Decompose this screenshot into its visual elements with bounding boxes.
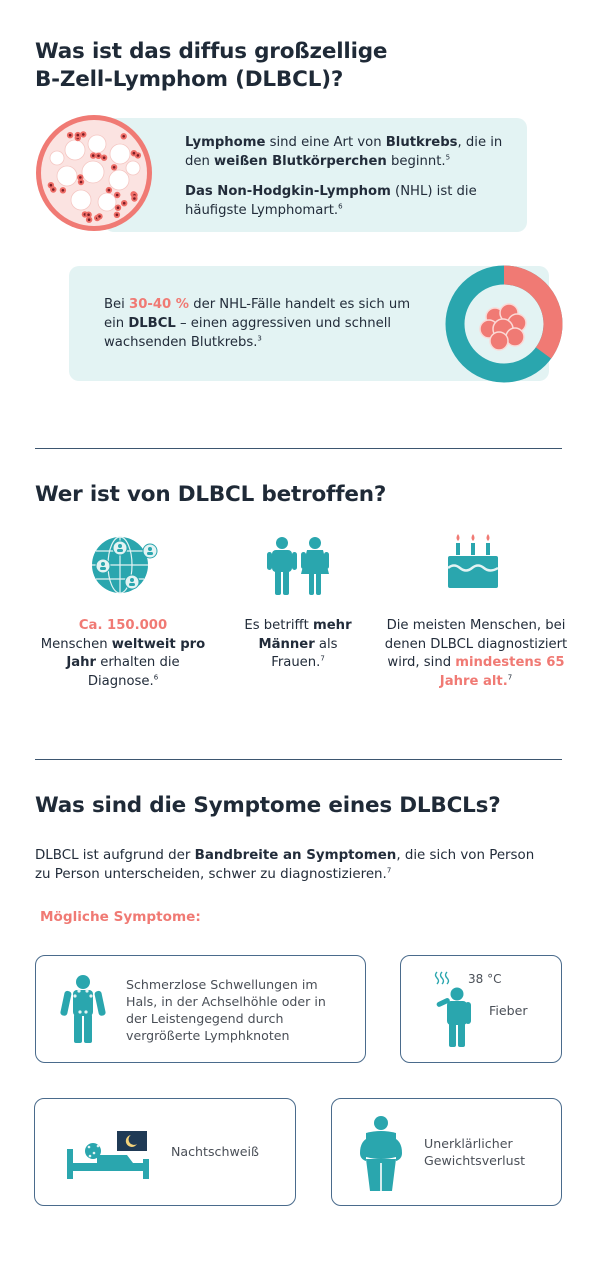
tumor-cells-icon	[479, 303, 527, 351]
incidence-bold: weltweit pro Jahr	[66, 636, 206, 671]
text-part: Bei	[104, 297, 130, 312]
text-part: Menschen	[40, 636, 112, 652]
stat-age: Die meisten Menschen, bei denen DLBCL di…	[382, 617, 570, 691]
text-part: als Frauen.	[271, 636, 338, 671]
text-part: sind eine Art von	[265, 135, 386, 150]
section1-title-line2: B-Zell-Lymphom (DLBCL)?	[35, 67, 344, 92]
footnote-ref: 7	[320, 654, 325, 663]
section1-title-line1: Was ist das diffus großzellige	[35, 39, 388, 64]
weight-loss-icon	[360, 1116, 402, 1191]
text-part: Es betrifft	[244, 618, 313, 633]
gender-bold: mehr Männer	[258, 618, 352, 652]
footnote-ref: 5	[445, 153, 451, 162]
divider-1	[35, 448, 562, 449]
text-part: – einen aggressiven und schnell wachsend…	[104, 316, 392, 350]
footnote-ref: 6	[338, 202, 343, 211]
divider-2	[35, 759, 562, 760]
fever-icon	[434, 971, 471, 1047]
symptom-card-swelling: Schmerzlose Schwellungen im Hals, in der…	[35, 955, 366, 1063]
term-weisse-blutkoerperchen: weißen Blutkörperchen	[214, 154, 387, 169]
footnote-ref: 7	[507, 673, 513, 682]
donut-dlbcl-share	[445, 265, 563, 383]
text-part: (NHL) ist die häufigste Lymphomart.	[185, 184, 477, 218]
text-part: DLBCL ist aufgrund der	[35, 848, 195, 863]
stat-incidence: Ca. 150.000 Menschen weltweit pro Jahr e…	[40, 617, 206, 691]
symptom-label: Fieber	[489, 1003, 528, 1018]
fever-temperature: 38 °C	[468, 972, 502, 986]
dlbcl-share-donut	[445, 265, 563, 383]
symptom-card-fever: 38 °C Fieber	[400, 955, 562, 1063]
swollen-lymph-nodes-icon	[60, 975, 106, 1043]
intro-bold: Bandbreite an Symptomen	[194, 848, 397, 863]
term-blutkrebs: Blutkrebs	[385, 135, 458, 150]
symptom-label: Nachtschweiß	[171, 1144, 259, 1159]
footnote-ref: 7	[386, 866, 392, 875]
section2-title: Wer ist von DLBCL betroffen?	[35, 482, 387, 507]
footnote-ref: 6	[153, 673, 159, 682]
symptoms-intro: DLBCL ist aufgrund der Bandbreite an Sym…	[35, 846, 535, 884]
symptoms-subtitle: Mögliche Symptome:	[40, 909, 201, 925]
section3-title: Was sind die Symptome eines DLBCLs?	[35, 793, 501, 818]
birthday-cake-icon	[447, 534, 499, 588]
incidence-number: Ca. 150.000	[78, 618, 168, 633]
stat-gender: Es betrifft mehr Männer als Frauen.7	[234, 617, 362, 673]
text-part: , die in den	[185, 135, 503, 169]
globe-people-icon	[92, 536, 158, 594]
term-lymphome: Lymphome	[185, 135, 266, 150]
symptom-card-weight-loss: Unerklärlicher Gewichtsverlust	[331, 1098, 562, 1206]
text-part: erhalten die Diagnose.	[87, 655, 180, 689]
symptom-label: Unerklärlicher Gewichtsverlust	[424, 1136, 526, 1168]
night-sweat-icon	[67, 1131, 149, 1179]
man-woman-icon	[267, 537, 329, 595]
text-part: Die meisten Menschen, bei denen DLBCL di…	[384, 618, 568, 670]
symptom-card-night-sweat: Nachtschweiß	[34, 1098, 296, 1206]
age-highlight: mindestens 65 Jahre alt.	[439, 655, 565, 689]
dlbcl-percentage: 30-40 %	[129, 297, 190, 312]
lymphoma-info-card	[104, 118, 527, 232]
symptom-label: Schmerzlose Schwellungen im Hals, in der…	[126, 977, 326, 1043]
text-part: beginnt.	[386, 154, 446, 169]
footnote-ref: 3	[257, 334, 262, 343]
text-part: , die sich von Person zu Person untersch…	[35, 848, 535, 882]
lymphoma-definition: Lymphome sind eine Art von Blutkrebs, di…	[185, 133, 515, 171]
term-nhl: Das Non-Hodgkin-Lymphom	[185, 184, 391, 199]
text-part: der NHL-Fälle handelt es sich um ein	[104, 297, 411, 331]
term-dlbcl: DLBCL	[128, 316, 176, 331]
section1-title: Was ist das diffus großzellige B-Zell-Ly…	[35, 38, 388, 94]
dlbcl-share-text: Bei 30-40 % der NHL-Fälle handelt es sic…	[104, 295, 424, 352]
blood-cells-icon	[36, 115, 152, 231]
nhl-definition: Das Non-Hodgkin-Lymphom (NHL) ist die hä…	[185, 182, 505, 220]
